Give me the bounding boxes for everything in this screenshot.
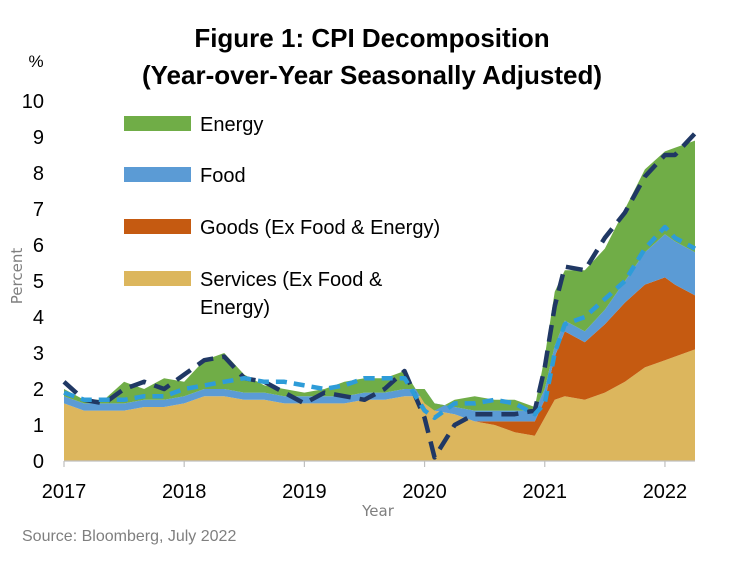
- legend-label-goods: Goods (Ex Food & Energy): [200, 217, 440, 239]
- area-services: [64, 349, 695, 461]
- y-axis-title: Percent: [8, 248, 26, 305]
- x-tick-label: 2019: [282, 481, 327, 503]
- y-tick-label: 2: [33, 379, 44, 401]
- legend-label-food: Food: [200, 165, 246, 187]
- y-tick-label: 1: [33, 415, 44, 437]
- y-tick-label: 9: [33, 127, 44, 149]
- legend-label-services: Energy): [200, 297, 270, 319]
- legend-swatch-goods: [124, 219, 191, 234]
- axes: 2017 2018 2019 2020 2021 2022 0 1 2 3 4 5 6 7 8 9 10: [22, 91, 695, 503]
- legend-label-energy: Energy: [200, 114, 263, 136]
- x-tick-label: 2020: [402, 481, 447, 503]
- x-axis-title: Year: [361, 502, 395, 520]
- cpi-lines: [62, 131, 697, 460]
- y-tick-label: 7: [33, 199, 44, 221]
- y-tick-label: 3: [33, 343, 44, 365]
- y-tick-label: 0: [33, 451, 44, 473]
- y-tick-label: 4: [33, 307, 44, 329]
- core-cpi-line: [63, 224, 697, 421]
- y-tick-label: 10: [22, 91, 44, 113]
- x-tick-label: 2021: [523, 481, 568, 503]
- y-tick-label: 8: [33, 163, 44, 185]
- legend-swatch-energy: [124, 116, 191, 131]
- chart-title-line2: (Year-over-Year Seasonally Adjusted): [142, 60, 602, 90]
- x-tick-label: 2022: [643, 481, 688, 503]
- area-goods: [64, 277, 695, 436]
- legend: Energy Food Goods (Ex Food & Energy) Servic…: [124, 114, 440, 319]
- legend-swatch-services: [124, 271, 191, 286]
- x-tick-label: 2017: [42, 481, 87, 503]
- area-energy: [64, 140, 695, 411]
- chart-title-line1: Figure 1: CPI Decomposition: [194, 23, 549, 53]
- source-note: Source: Bloomberg, July 2022: [22, 528, 236, 545]
- legend-swatch-food: [124, 167, 191, 182]
- legend-label-services: Services (Ex Food &: [200, 269, 383, 291]
- y-tick-label: 5: [33, 271, 44, 293]
- x-tick-label: 2018: [162, 481, 207, 503]
- area-food: [64, 234, 695, 422]
- y-unit-label: %: [28, 52, 43, 71]
- y-tick-label: 6: [33, 235, 44, 257]
- stacked-areas: [64, 140, 695, 461]
- headline-cpi-line: [62, 131, 697, 460]
